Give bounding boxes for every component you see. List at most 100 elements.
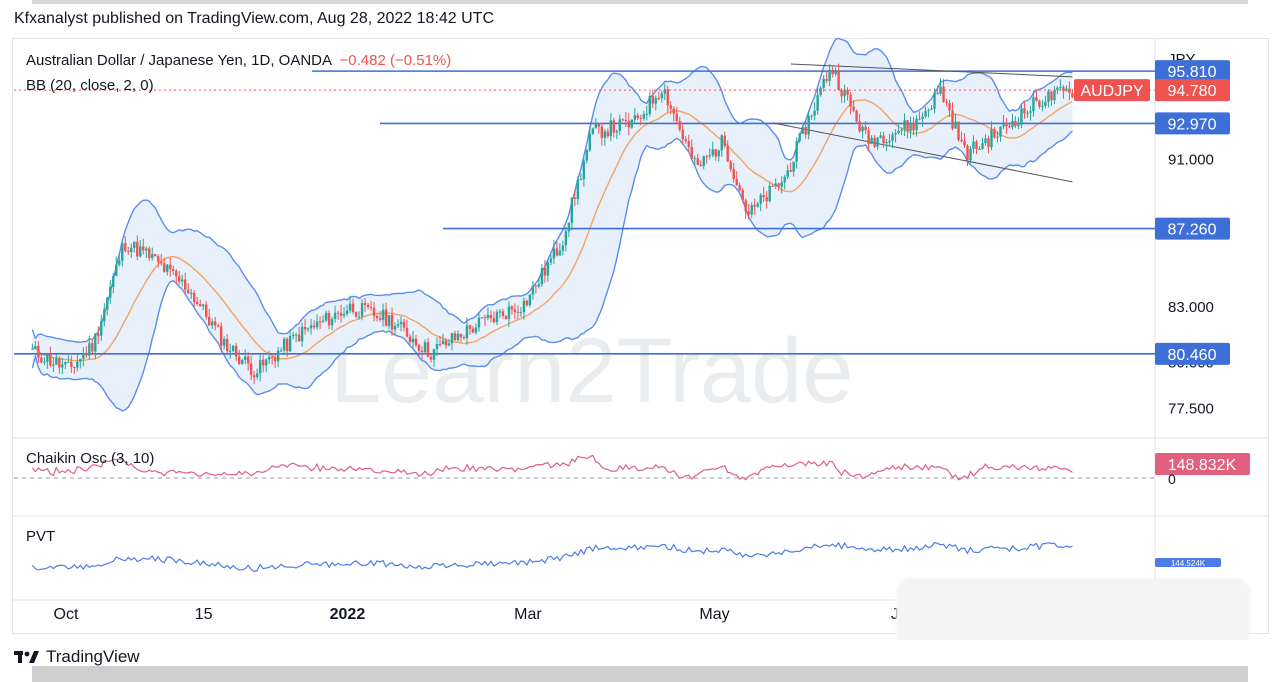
candle-body xyxy=(753,204,756,207)
candle-body xyxy=(720,135,723,151)
candle-body xyxy=(300,326,304,342)
candle-body xyxy=(1029,111,1032,113)
candle-body xyxy=(690,147,693,159)
time-tick-label: 2022 xyxy=(330,606,366,623)
level-price-badge xyxy=(1155,217,1230,240)
candle-body xyxy=(810,115,813,117)
candle-body xyxy=(222,338,226,346)
candle-body xyxy=(393,325,397,330)
candle-body xyxy=(735,179,738,186)
candle-body xyxy=(204,304,208,317)
symbol-title: Australian Dollar / Japanese Yen, 1D, OA… xyxy=(26,52,332,69)
candle-body xyxy=(178,276,181,282)
candle-body xyxy=(588,133,592,151)
bollinger-lower-band xyxy=(31,130,1073,412)
pvt-value-badge xyxy=(1155,558,1221,567)
candle-body xyxy=(798,133,801,142)
candle-body xyxy=(504,315,508,319)
candle-body xyxy=(699,164,702,167)
candle-body xyxy=(372,307,376,317)
candle-body xyxy=(160,261,163,264)
candle-body xyxy=(900,129,903,131)
candle-body xyxy=(273,357,277,362)
candle-body xyxy=(573,197,577,199)
candle-body xyxy=(444,340,448,346)
level-price-label: 95.810 xyxy=(1168,64,1217,81)
candle-body xyxy=(624,119,628,121)
candle-body xyxy=(789,170,792,172)
candle-body xyxy=(687,141,690,148)
candle-body xyxy=(774,183,777,186)
support-resistance-lines-layer xyxy=(14,70,1155,355)
candle-body xyxy=(43,361,46,363)
candle-body xyxy=(228,350,232,352)
candle-body xyxy=(867,130,870,144)
candle-body xyxy=(79,358,82,362)
candle-body xyxy=(330,319,334,326)
candle-body xyxy=(657,98,660,100)
level-price-badge xyxy=(1155,112,1230,135)
candle-body xyxy=(363,303,367,305)
candle-body xyxy=(468,325,472,329)
candle-body xyxy=(915,118,918,131)
candle-body xyxy=(1065,88,1068,91)
candle-body xyxy=(417,344,421,351)
pvt-legend[interactable]: PVT xyxy=(26,528,56,545)
candle-body xyxy=(603,131,607,138)
chaikin-legend[interactable]: Chaikin Osc (3, 10) xyxy=(26,450,155,467)
candle-body xyxy=(591,128,595,134)
candle-body xyxy=(564,231,568,246)
bollinger-fill-layer xyxy=(32,38,1073,411)
candle-body xyxy=(261,359,265,366)
candle-body xyxy=(576,179,580,199)
candle-body xyxy=(972,141,975,149)
candle-body xyxy=(489,314,493,319)
candle-body xyxy=(1005,123,1008,127)
candle-body xyxy=(570,197,574,224)
candle-body xyxy=(187,289,190,294)
candle-body xyxy=(786,170,789,177)
candle-body xyxy=(894,133,897,135)
candle-body xyxy=(600,126,604,138)
candle-body xyxy=(618,119,622,132)
tradingview-brand[interactable]: TradingView xyxy=(14,647,140,667)
candle-body xyxy=(642,114,645,119)
candle-body xyxy=(540,268,544,285)
candle-body xyxy=(711,149,714,156)
candle-body xyxy=(474,327,478,333)
candle-body xyxy=(100,321,103,336)
chaikin-value-badge xyxy=(1155,453,1250,475)
candle-body xyxy=(270,356,274,358)
bollinger-bands-layer xyxy=(31,37,1073,412)
candle-body xyxy=(297,334,301,342)
candle-body xyxy=(633,115,637,120)
candle-body xyxy=(1062,87,1065,91)
candle-body xyxy=(924,110,927,117)
candle-body xyxy=(636,115,640,119)
candle-body xyxy=(1044,101,1047,107)
candle-body xyxy=(462,337,466,339)
candle-body xyxy=(822,78,825,88)
bollinger-legend[interactable]: BB (20, close, 2, 0) xyxy=(26,77,154,94)
candle-body xyxy=(660,93,663,99)
candle-body xyxy=(897,130,900,134)
candle-body xyxy=(387,315,391,326)
candle-body xyxy=(495,312,499,323)
candle-body xyxy=(55,358,58,365)
candle-body xyxy=(954,121,957,129)
candle-body xyxy=(969,148,972,161)
candle-body xyxy=(142,246,145,251)
candle-body xyxy=(975,141,978,150)
candle-body xyxy=(82,353,85,359)
candle-body xyxy=(124,243,127,251)
candle-body xyxy=(1035,97,1038,101)
candle-body xyxy=(705,156,708,158)
chart-legend[interactable]: Australian Dollar / Japanese Yen, 1D, OA… xyxy=(26,52,451,69)
candle-body xyxy=(121,243,124,261)
candle-body xyxy=(933,92,936,109)
time-tick-label: Oct xyxy=(54,606,79,623)
time-tick-label: Mar xyxy=(514,606,542,623)
candle-body xyxy=(288,335,292,352)
candle-body xyxy=(420,350,424,353)
